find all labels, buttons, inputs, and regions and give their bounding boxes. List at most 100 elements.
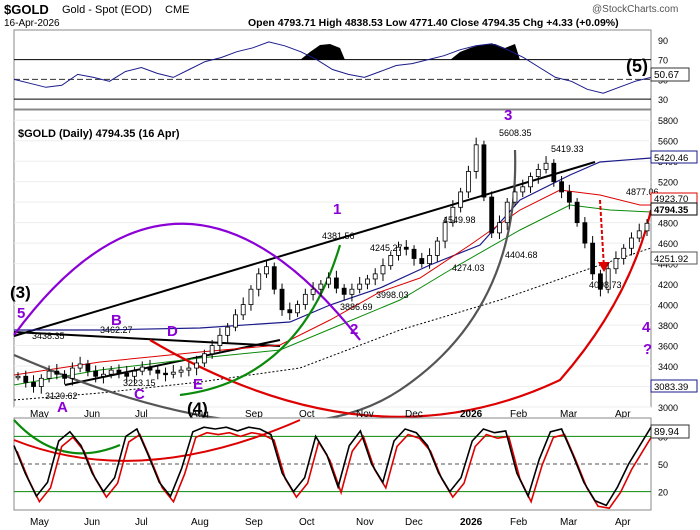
candle-body bbox=[69, 367, 75, 379]
header-symbol: $GOLD bbox=[4, 2, 49, 17]
candle-body bbox=[341, 287, 347, 295]
candle-body bbox=[621, 247, 627, 259]
candle-body bbox=[256, 273, 262, 290]
stochastic-date-label-6: Nov bbox=[356, 517, 374, 528]
price-date-label-2: Jul bbox=[135, 409, 148, 420]
stochastic-date-label-1: Jun bbox=[84, 517, 100, 528]
candle-body bbox=[543, 162, 549, 170]
stochastic-date-label-4: Sep bbox=[245, 517, 263, 528]
candle-body bbox=[528, 176, 533, 188]
price-date-label-1: Jun bbox=[84, 409, 100, 420]
price-label-3223: 3223.15 bbox=[123, 378, 156, 388]
price-label-4098: 4098.73 bbox=[589, 280, 622, 290]
price-date-label-11: Apr bbox=[615, 409, 631, 420]
stochastic-value-box bbox=[650, 424, 690, 439]
candle-body bbox=[551, 162, 557, 183]
price-tick-13: 5600 bbox=[658, 137, 678, 147]
price-label-3998: 3998.03 bbox=[376, 290, 409, 300]
candle-body bbox=[357, 283, 363, 290]
candle-body bbox=[613, 258, 619, 270]
price-label-3438: 3438.35 bbox=[32, 331, 65, 341]
price-tick-8: 4600 bbox=[658, 239, 678, 249]
candle-body bbox=[31, 382, 36, 387]
candle-body bbox=[473, 144, 479, 172]
candle-body bbox=[23, 375, 29, 383]
rsi-tick-2: 70 bbox=[658, 56, 668, 66]
stochastic-main-line bbox=[13, 426, 652, 507]
candle-body bbox=[372, 273, 378, 280]
candle-body bbox=[349, 288, 355, 295]
stochastic-last-value: 89.94 bbox=[654, 427, 679, 438]
candle-body bbox=[427, 255, 432, 265]
price-label-5419: 5419.33 bbox=[551, 144, 584, 154]
candle-body bbox=[481, 144, 487, 198]
candle-body bbox=[302, 293, 308, 305]
candle-body bbox=[170, 371, 176, 375]
right-label-5420: 5420.46 bbox=[654, 153, 688, 164]
right-label-3083: 3083.39 bbox=[654, 382, 688, 393]
rsi-value-box bbox=[650, 67, 690, 82]
candle-body bbox=[264, 266, 269, 275]
candle-body bbox=[186, 367, 192, 371]
candle-body bbox=[318, 283, 324, 290]
candle-body bbox=[489, 196, 495, 234]
triangle-lower-line bbox=[64, 339, 281, 386]
candle-body bbox=[636, 230, 642, 239]
candle-body bbox=[85, 363, 91, 372]
red-arrow-head bbox=[598, 262, 610, 272]
wave-label-question: ? bbox=[643, 341, 652, 358]
header-date: 16-Apr-2026 bbox=[4, 18, 60, 29]
right-label-4923: 4923.70 bbox=[654, 194, 688, 205]
price-date-label-7: Dec bbox=[405, 409, 423, 420]
stochastic-signal-line bbox=[16, 431, 655, 510]
price-tick-6: 4200 bbox=[658, 280, 678, 290]
candle-body bbox=[38, 377, 44, 387]
candle-body bbox=[139, 366, 145, 372]
header-exchange: CME bbox=[165, 4, 189, 16]
candle-body bbox=[644, 222, 650, 232]
price-label-4381: 4381.56 bbox=[322, 231, 355, 241]
price-date-label-4: Sep bbox=[245, 409, 263, 420]
stochastic-panel: 205080 89.94 bbox=[13, 417, 690, 511]
stochastic-date-label-0: May bbox=[30, 517, 49, 528]
price-date-label-0: May bbox=[30, 409, 49, 420]
stochastic-date-label-8: 2026 bbox=[460, 517, 483, 528]
price-label-4245: 4245.27 bbox=[370, 243, 403, 253]
stochastic-date-label-7: Dec bbox=[405, 517, 423, 528]
candle-body bbox=[559, 181, 564, 193]
candle-body bbox=[365, 278, 370, 285]
wave-label-D: D bbox=[167, 323, 178, 340]
candle-body bbox=[116, 369, 122, 374]
upper-trendline bbox=[13, 161, 596, 337]
moving-average-blue bbox=[14, 157, 652, 331]
rsi-tick-0: 30 bbox=[658, 95, 668, 105]
price-label-3120: 3120.62 bbox=[45, 391, 78, 401]
price-tick-5: 4000 bbox=[658, 301, 678, 311]
candle-body bbox=[574, 201, 580, 224]
candle-body bbox=[458, 191, 464, 208]
candle-body bbox=[295, 304, 300, 314]
stochastic-tick-0: 20 bbox=[658, 488, 668, 498]
candle-body bbox=[217, 334, 223, 346]
candle-body bbox=[442, 222, 448, 242]
value-box-5420 bbox=[650, 150, 698, 164]
value-box-4251 bbox=[650, 251, 698, 265]
wave-label-3-paren: (3) bbox=[10, 283, 31, 302]
price-tick-2: 3400 bbox=[658, 362, 678, 372]
wave-label-C: C bbox=[134, 386, 145, 403]
candle-body bbox=[194, 362, 200, 369]
candle-body bbox=[566, 191, 572, 203]
candle-body bbox=[248, 288, 254, 305]
wave-label-E: E bbox=[193, 376, 203, 393]
stochastic-date-label-2: Jul bbox=[135, 517, 148, 528]
candle-body bbox=[388, 255, 394, 267]
price-panel: 3000320034003600380040004200440046004800… bbox=[10, 107, 698, 424]
candle-body bbox=[77, 363, 83, 369]
price-date-label-10: Mar bbox=[560, 409, 578, 420]
right-label-4794: 4794.35 bbox=[654, 205, 689, 216]
price-tick-14: 5800 bbox=[658, 116, 678, 126]
stochastic-red-arc bbox=[13, 419, 301, 462]
candle-body bbox=[240, 304, 246, 316]
right-label-4251: 4251.92 bbox=[654, 254, 688, 265]
